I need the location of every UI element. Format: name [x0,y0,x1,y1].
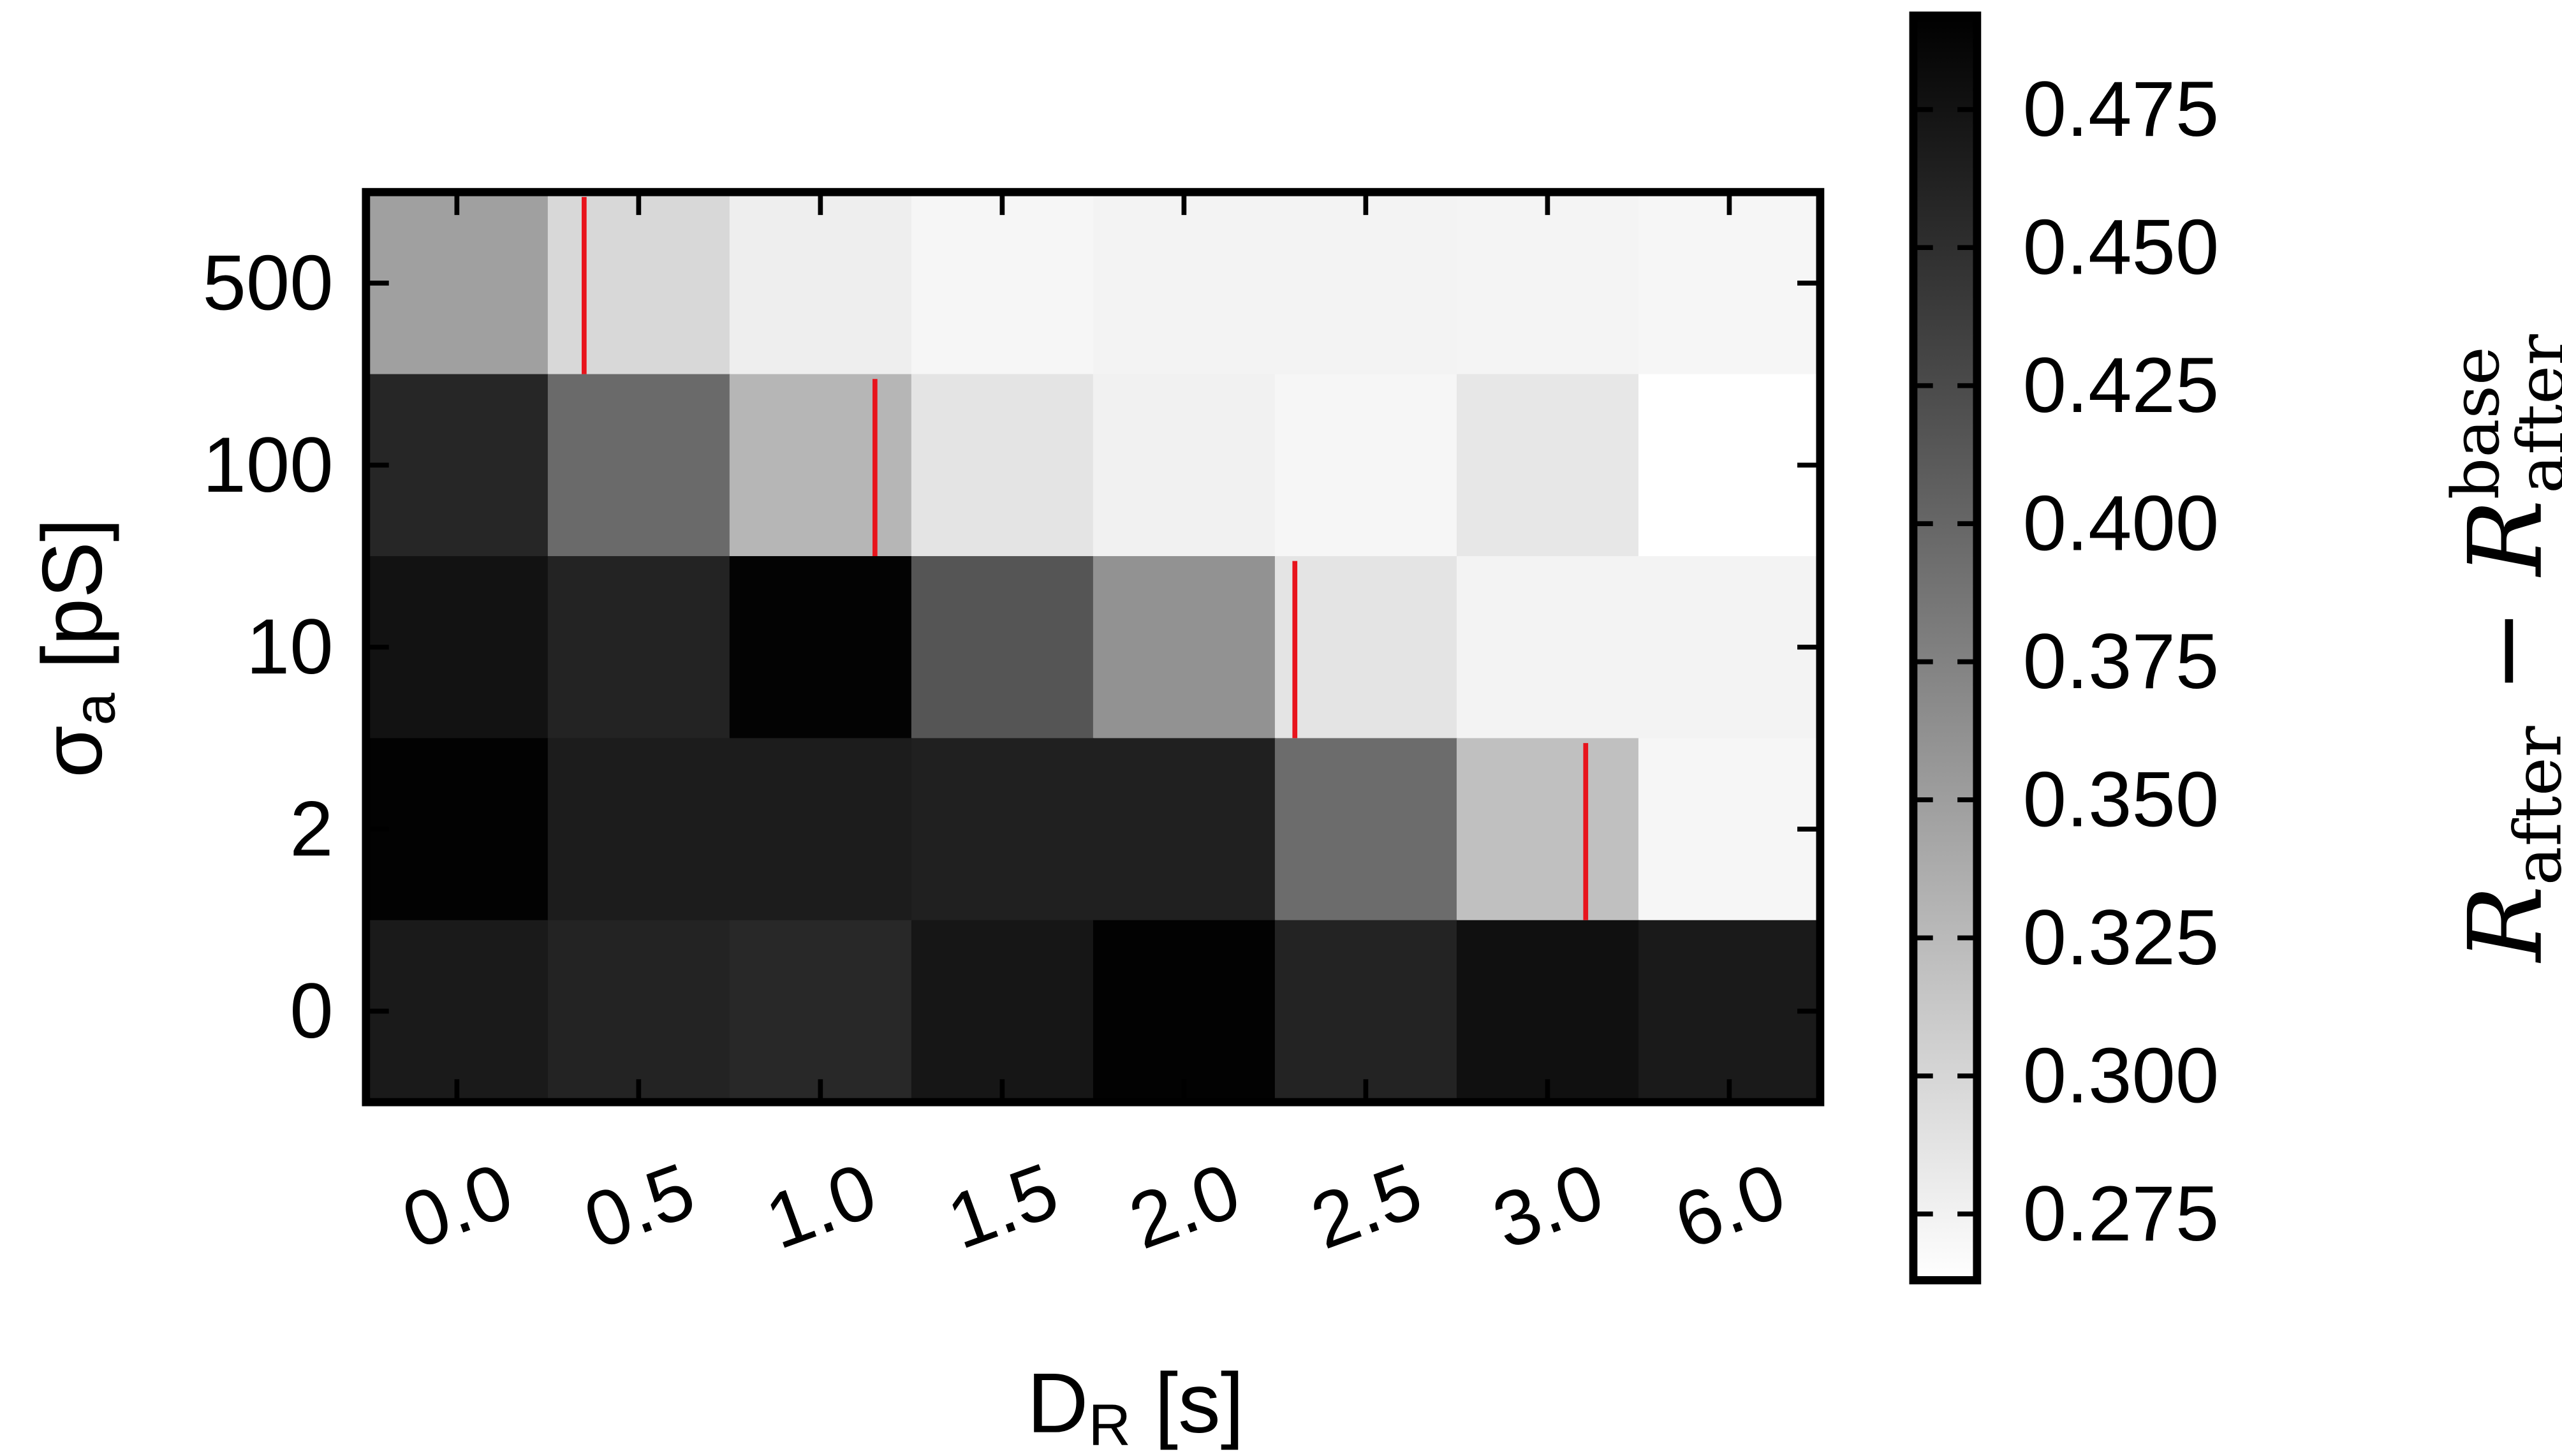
y-axis-label: σa [pS] [25,518,127,777]
cell [911,192,1094,375]
colorbar-tick-label: 0.425 [2023,342,2220,429]
x-tick-label: 2.5 [1300,1147,1432,1266]
colorbar-tick-label: 0.350 [2023,756,2220,844]
y-tick-label: 0 [290,967,333,1055]
cell [365,738,549,922]
colorbar-tick-label: 0.325 [2023,894,2220,982]
cell [1638,374,1822,557]
cb-minus: − [2448,608,2562,693]
cell [1274,920,1458,1103]
cb-sub: after [2500,726,2562,885]
cell [1093,920,1276,1103]
x-axis-label: DR [s] [1027,1356,1244,1456]
cell [547,192,731,375]
cell [365,920,549,1103]
x-tick-label: 6.0 [1664,1147,1796,1266]
cell [911,555,1094,739]
cell [729,738,913,922]
x-tick-label: 0.5 [573,1147,705,1266]
cell [547,920,731,1103]
cell [1093,555,1276,739]
cb-symbol: R [2448,885,2562,964]
colorbar-tick-label: 0.475 [2023,66,2220,153]
cell [1456,555,1640,739]
cell [1638,920,1822,1103]
cell [1638,555,1822,739]
cb-symbol-2: R [2448,499,2562,578]
y-label-sub: a [61,692,127,725]
cell [911,920,1094,1103]
colorbar-label: Rafter−Rbaseafter [2438,334,2562,964]
cell [729,920,913,1103]
cell [911,738,1094,922]
x-tick-label: 2.0 [1119,1147,1251,1266]
cell [365,555,549,739]
x-tick-label: 3.0 [1482,1147,1614,1266]
colorbar-tick-label: 0.375 [2023,618,2220,705]
cell [365,192,549,375]
cb-sub-2: after [2504,334,2562,494]
heatmap [365,192,1822,1103]
cell [911,374,1094,557]
x-label-sub: R [1088,1392,1131,1456]
cell [547,555,731,739]
colorbar-tick-label: 0.300 [2023,1033,2220,1120]
cell [1456,192,1640,375]
y-label-main: σ [25,725,120,777]
x-tick-label: 1.0 [755,1147,887,1266]
cell [1456,920,1640,1103]
cell [1274,374,1458,557]
y-label-unit: [pS] [25,518,120,693]
x-label-unit: [s] [1131,1356,1244,1451]
cell [547,374,731,557]
cell [365,374,549,557]
cell [729,192,913,375]
cell [729,555,913,739]
cell [1274,555,1458,739]
cell [1638,738,1822,922]
y-tick-label: 500 [202,239,333,327]
cell [1093,738,1276,922]
cb-sup: base [2438,346,2514,499]
plot-frame [362,188,1825,1107]
colorbar [1909,11,1982,1284]
y-tick-label: 100 [202,422,333,509]
cell [1093,374,1276,557]
cell [1456,374,1640,557]
colorbar-tick-label: 0.400 [2023,480,2220,568]
x-tick-label: 0.0 [392,1147,524,1266]
cell [1456,738,1640,922]
y-tick-label: 10 [246,603,334,691]
cell [1093,192,1276,375]
cell [1274,738,1458,922]
cell [1274,192,1458,375]
y-tick-label: 2 [290,786,333,873]
colorbar-tick-label: 0.450 [2023,204,2220,291]
colorbar-tick-label: 0.275 [2023,1170,2220,1258]
x-tick-label: 1.5 [937,1147,1069,1266]
cell [1638,192,1822,375]
cell [729,374,913,557]
x-label-main: D [1027,1356,1088,1451]
cell [547,738,731,922]
